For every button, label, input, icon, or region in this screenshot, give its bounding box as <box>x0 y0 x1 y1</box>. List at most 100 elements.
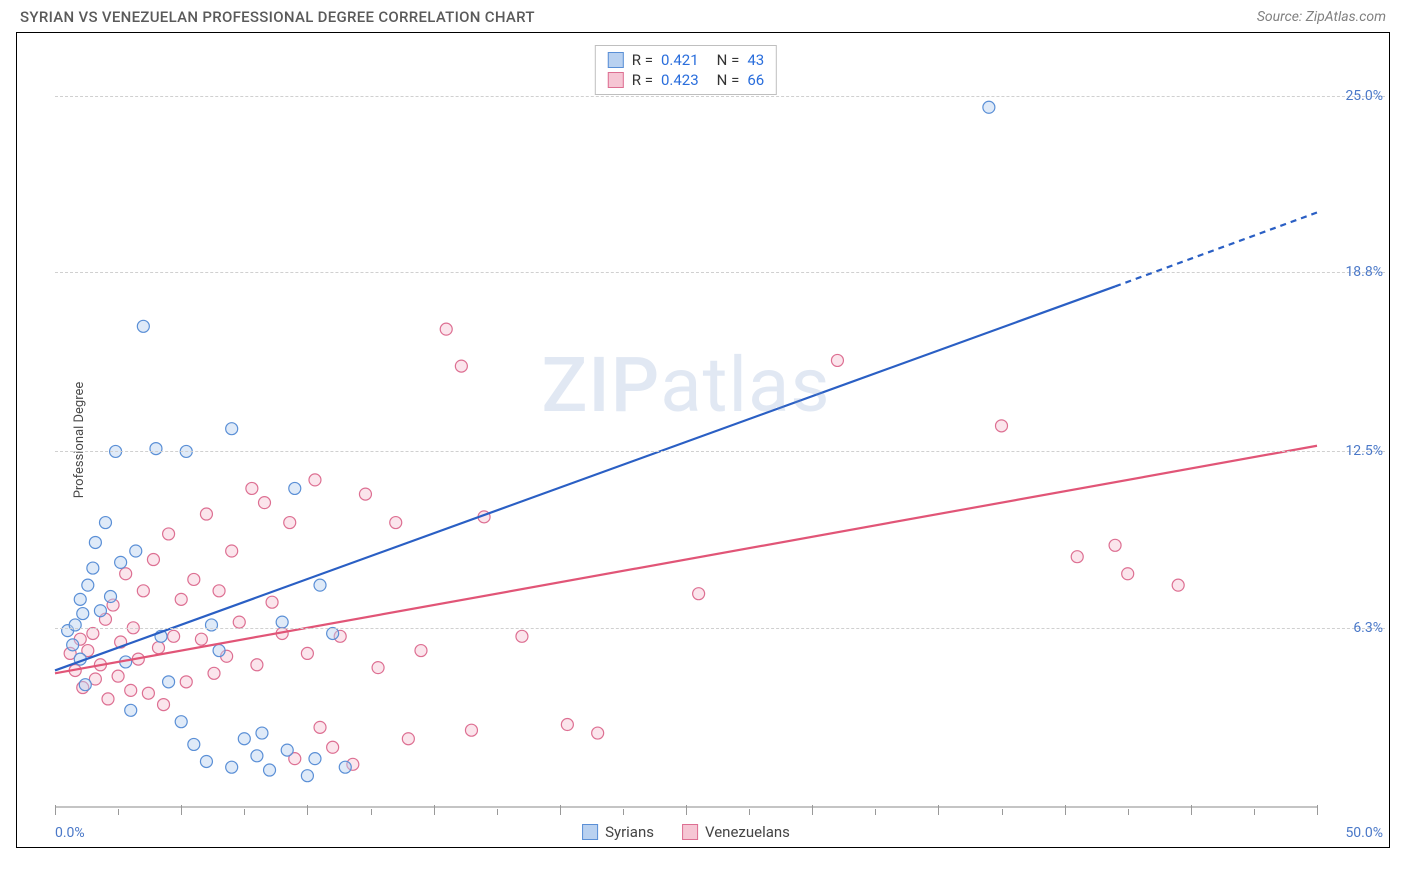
data-point <box>372 662 384 674</box>
trendline-extrapolation <box>1115 213 1317 287</box>
data-point <box>125 704 137 716</box>
data-point <box>102 693 114 705</box>
stats-row-syrians: R = 0.421 N = 43 <box>608 50 764 70</box>
data-point <box>74 593 86 605</box>
plot-area: ZIPatlas R = 0.421 N = 43 R = 0.423 N = … <box>55 39 1317 807</box>
data-point <box>82 579 94 591</box>
data-point <box>195 633 207 645</box>
data-point <box>200 755 212 767</box>
chart-container: Professional Degree ZIPatlas R = 0.421 N… <box>16 32 1390 848</box>
data-point <box>251 659 263 671</box>
x-tick <box>938 805 939 815</box>
data-point <box>67 639 79 651</box>
x-tick <box>497 809 498 815</box>
y-tick-label: 25.0% <box>1345 88 1383 104</box>
data-point <box>301 647 313 659</box>
data-point <box>440 323 452 335</box>
data-point <box>258 497 270 509</box>
data-point <box>233 616 245 628</box>
x-tick <box>55 805 56 815</box>
scatter-plot-svg <box>55 39 1317 807</box>
data-point <box>561 719 573 731</box>
data-point <box>996 420 1008 432</box>
data-point <box>226 545 238 557</box>
data-point <box>1071 551 1083 563</box>
data-point <box>125 684 137 696</box>
data-point <box>77 608 89 620</box>
data-point <box>276 616 288 628</box>
gridline-horizontal <box>55 272 1385 273</box>
data-point <box>112 670 124 682</box>
series-label-syrians: Syrians <box>605 823 654 841</box>
x-tick <box>1128 809 1129 815</box>
data-point <box>264 764 276 776</box>
data-point <box>137 320 149 332</box>
data-point <box>175 716 187 728</box>
data-point <box>226 423 238 435</box>
data-point <box>130 545 142 557</box>
series-swatch-venezuelans <box>682 824 698 840</box>
data-point <box>175 593 187 605</box>
data-point <box>592 727 604 739</box>
data-point <box>309 474 321 486</box>
series-swatch-syrians <box>582 824 598 840</box>
data-point <box>415 645 427 657</box>
data-point <box>238 733 250 745</box>
n-label: N = <box>717 71 740 89</box>
data-point <box>87 627 99 639</box>
data-point <box>163 676 175 688</box>
data-point <box>105 591 117 603</box>
data-point <box>142 687 154 699</box>
data-point <box>120 568 132 580</box>
data-point <box>309 753 321 765</box>
stats-row-venezuelans: R = 0.423 N = 66 <box>608 70 764 90</box>
x-tick <box>560 805 561 815</box>
x-tick <box>1254 809 1255 815</box>
series-label-venezuelans: Venezuelans <box>705 823 790 841</box>
data-point <box>188 738 200 750</box>
series-item-venezuelans: Venezuelans <box>682 823 790 841</box>
x-axis-min-label: 0.0% <box>55 825 85 841</box>
n-label: N = <box>717 51 740 69</box>
data-point <box>281 744 293 756</box>
x-tick <box>749 809 750 815</box>
r-value-syrians: 0.421 <box>661 51 699 69</box>
data-point <box>693 588 705 600</box>
data-point <box>79 679 91 691</box>
data-point <box>327 627 339 639</box>
data-point <box>152 642 164 654</box>
data-point <box>94 605 106 617</box>
data-point <box>402 733 414 745</box>
gridline-horizontal <box>55 96 1385 97</box>
data-point <box>327 741 339 753</box>
data-point <box>205 619 217 631</box>
y-tick-label: 18.8% <box>1345 264 1383 280</box>
data-point <box>455 360 467 372</box>
data-point <box>150 443 162 455</box>
data-point <box>256 727 268 739</box>
n-value-syrians: 43 <box>747 51 764 69</box>
x-tick <box>181 805 182 815</box>
data-point <box>226 761 238 773</box>
legend-swatch-syrians <box>608 52 624 68</box>
data-point <box>465 724 477 736</box>
x-tick <box>118 809 119 815</box>
series-item-syrians: Syrians <box>582 823 654 841</box>
y-tick-label: 12.5% <box>1345 443 1383 459</box>
data-point <box>200 508 212 520</box>
data-point <box>180 676 192 688</box>
data-point <box>208 667 220 679</box>
data-point <box>213 585 225 597</box>
data-point <box>158 699 170 711</box>
data-point <box>983 101 995 113</box>
data-point <box>1122 568 1134 580</box>
data-point <box>359 488 371 500</box>
data-point <box>213 645 225 657</box>
x-tick <box>1317 805 1318 815</box>
data-point <box>163 528 175 540</box>
data-point <box>251 750 263 762</box>
x-tick <box>244 809 245 815</box>
y-tick-label: 6.3% <box>1353 620 1383 636</box>
data-point <box>266 596 278 608</box>
data-point <box>301 770 313 782</box>
